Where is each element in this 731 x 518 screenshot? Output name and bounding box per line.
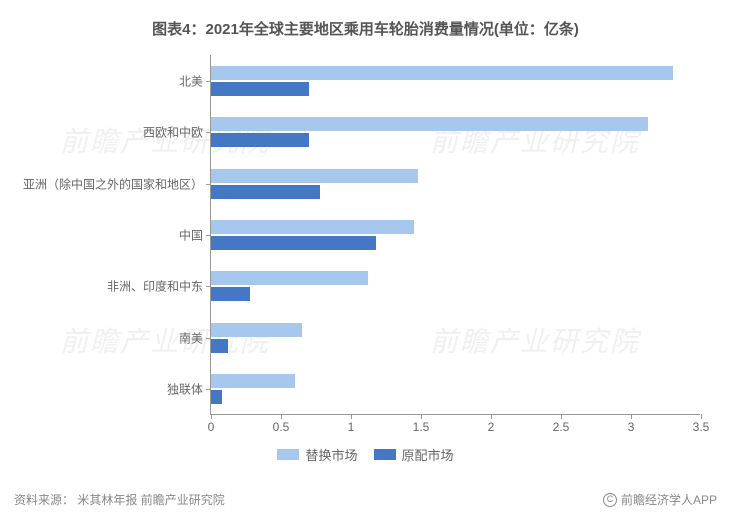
chart-title: 图表4：2021年全球主要地区乘用车轮胎消费量情况(单位：亿条): [0, 0, 731, 49]
bar-1: [211, 339, 228, 353]
x-tick-label: 3: [628, 414, 635, 434]
legend-label: 替换市场: [305, 445, 357, 464]
category-label: 北美: [9, 72, 211, 89]
legend-swatch: [277, 449, 299, 460]
bar-1: [211, 133, 309, 147]
bar-0: [211, 169, 418, 183]
category-label: 独联体: [9, 381, 211, 398]
x-tick-label: 0: [208, 414, 215, 434]
legend-label: 原配市场: [402, 445, 454, 464]
category-label: 亚洲（除中国之外的国家和地区）: [9, 175, 211, 192]
bar-1: [211, 390, 222, 404]
category-label: 中国: [9, 227, 211, 244]
bar-0: [211, 323, 302, 337]
chart-footer: 资料来源： 米其林年报 前瞻产业研究院 C 前瞻经济学人APP: [14, 491, 717, 508]
source-text: 米其林年报 前瞻产业研究院: [77, 493, 224, 507]
legend-item: 替换市场: [277, 445, 357, 464]
x-tick-label: 2.5: [553, 414, 570, 434]
bar-1: [211, 82, 309, 96]
bar-0: [211, 271, 368, 285]
x-tick-label: 1.5: [413, 414, 430, 434]
legend-swatch: [374, 449, 396, 460]
x-tick-label: 2: [488, 414, 495, 434]
bar-0: [211, 66, 673, 80]
copyright: C 前瞻经济学人APP: [603, 491, 717, 508]
chart-legend: 替换市场 原配市场: [0, 445, 731, 464]
x-tick-label: 1: [348, 414, 355, 434]
category-label: 南美: [9, 329, 211, 346]
bar-0: [211, 374, 295, 388]
category-label: 非洲、印度和中东: [9, 278, 211, 295]
x-tick-label: 0.5: [273, 414, 290, 434]
source-label: 资料来源：: [14, 493, 74, 507]
bar-1: [211, 236, 376, 250]
source-line: 资料来源： 米其林年报 前瞻产业研究院: [14, 491, 225, 508]
bar-1: [211, 287, 250, 301]
category-label: 西欧和中欧: [9, 124, 211, 141]
bar-chart-plot: 00.511.522.533.5北美西欧和中欧亚洲（除中国之外的国家和地区）中国…: [210, 55, 700, 415]
bar-0: [211, 117, 648, 131]
legend-item: 原配市场: [374, 445, 454, 464]
bar-1: [211, 185, 320, 199]
copyright-text: 前瞻经济学人APP: [621, 491, 717, 508]
x-tick-label: 3.5: [693, 414, 710, 434]
copyright-icon: C: [603, 493, 617, 507]
bar-0: [211, 220, 414, 234]
